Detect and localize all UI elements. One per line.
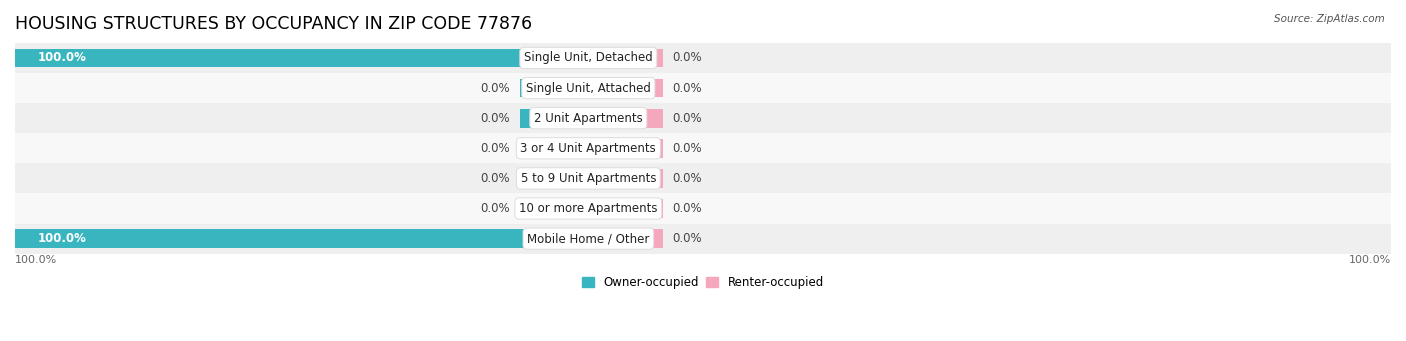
Bar <box>588 199 662 218</box>
Bar <box>588 79 662 98</box>
Text: 0.0%: 0.0% <box>672 81 702 94</box>
Text: 100.0%: 100.0% <box>1348 255 1391 265</box>
Text: 2 Unit Apartments: 2 Unit Apartments <box>534 112 643 125</box>
Bar <box>520 199 588 218</box>
Bar <box>15 49 588 67</box>
Text: 0.0%: 0.0% <box>481 142 510 155</box>
Text: 5 to 9 Unit Apartments: 5 to 9 Unit Apartments <box>520 172 657 185</box>
Text: 3 or 4 Unit Apartments: 3 or 4 Unit Apartments <box>520 142 657 155</box>
Text: 0.0%: 0.0% <box>481 202 510 215</box>
Text: Source: ZipAtlas.com: Source: ZipAtlas.com <box>1274 14 1385 24</box>
Text: 0.0%: 0.0% <box>672 202 702 215</box>
Bar <box>520 79 588 98</box>
Text: 0.0%: 0.0% <box>481 112 510 125</box>
Text: 0.0%: 0.0% <box>481 172 510 185</box>
Bar <box>15 43 1391 73</box>
Bar <box>520 109 588 128</box>
Text: 100.0%: 100.0% <box>38 232 87 245</box>
Bar <box>588 139 662 158</box>
Bar <box>15 103 1391 133</box>
Bar <box>588 109 662 128</box>
Bar <box>15 133 1391 163</box>
Text: Single Unit, Detached: Single Unit, Detached <box>524 51 652 64</box>
Text: 0.0%: 0.0% <box>672 142 702 155</box>
Text: 0.0%: 0.0% <box>672 232 702 245</box>
Bar <box>15 73 1391 103</box>
Text: HOUSING STRUCTURES BY OCCUPANCY IN ZIP CODE 77876: HOUSING STRUCTURES BY OCCUPANCY IN ZIP C… <box>15 15 531 33</box>
Text: 0.0%: 0.0% <box>672 51 702 64</box>
Text: 10 or more Apartments: 10 or more Apartments <box>519 202 658 215</box>
Text: Single Unit, Attached: Single Unit, Attached <box>526 81 651 94</box>
Bar <box>588 169 662 188</box>
Text: 0.0%: 0.0% <box>481 81 510 94</box>
Bar <box>15 224 1391 254</box>
Bar <box>520 139 588 158</box>
Text: 100.0%: 100.0% <box>38 51 87 64</box>
Bar <box>588 229 662 248</box>
Bar <box>15 229 588 248</box>
Legend: Owner-occupied, Renter-occupied: Owner-occupied, Renter-occupied <box>578 272 828 294</box>
Bar <box>15 163 1391 193</box>
Text: 0.0%: 0.0% <box>672 112 702 125</box>
Bar <box>588 49 662 67</box>
Text: Mobile Home / Other: Mobile Home / Other <box>527 232 650 245</box>
Bar <box>15 193 1391 224</box>
Text: 100.0%: 100.0% <box>15 255 58 265</box>
Bar <box>520 169 588 188</box>
Text: 0.0%: 0.0% <box>672 172 702 185</box>
